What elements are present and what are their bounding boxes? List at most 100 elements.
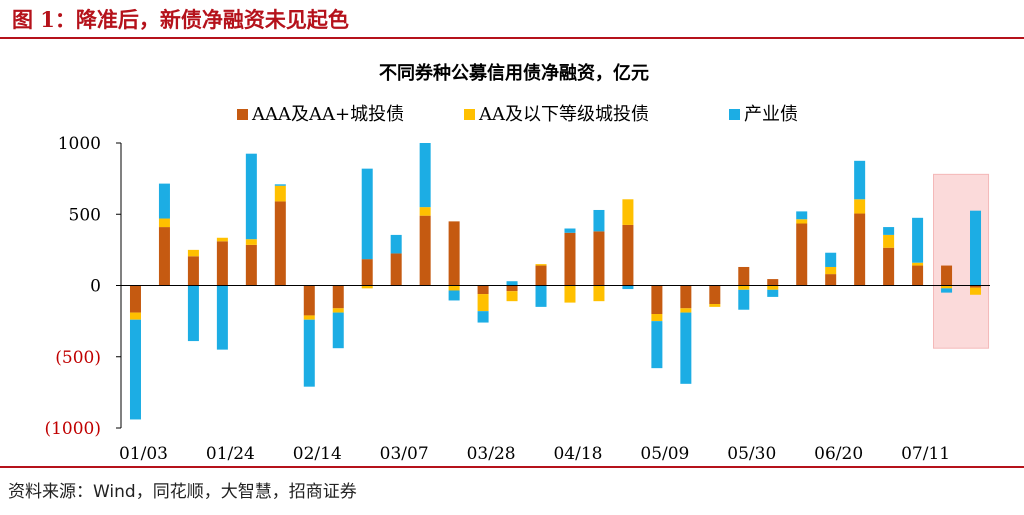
bar-segment (622, 285, 634, 290)
bar-segment (825, 252, 837, 267)
bar-segment (332, 308, 344, 313)
bar-segment (129, 312, 141, 320)
bar-segment (593, 209, 605, 232)
bar-segment (535, 285, 547, 307)
x-tick-label: 02/14 (293, 444, 342, 464)
bar-segment (651, 314, 663, 322)
bar-segment (158, 218, 170, 228)
bar-segment (564, 228, 576, 233)
bar-segment (622, 199, 634, 225)
bar-segment (274, 184, 286, 186)
bar-segment (216, 237, 228, 242)
bar-segment (361, 168, 373, 260)
x-tick-label: 03/28 (467, 444, 516, 464)
bar-segment (738, 266, 750, 286)
bar-segment (245, 244, 257, 286)
legend: AAA及AA+城投债 AA及以下等级城投债 产业债 (237, 104, 798, 125)
bar-segment (738, 289, 750, 310)
bar-segment (883, 227, 895, 235)
bars (129, 143, 982, 420)
legend-swatch (237, 109, 248, 120)
bar-segment (767, 285, 779, 290)
x-tick-label: 05/30 (727, 444, 776, 464)
bar-segment (477, 285, 489, 295)
bar-segment (796, 211, 808, 220)
bar-segment (941, 285, 953, 289)
bar-segment (912, 217, 924, 263)
bar-segment (332, 312, 344, 349)
bar-segment (390, 253, 402, 286)
bar-segment (506, 291, 518, 302)
chart: 不同券种公募信用债净融资，亿元 AAA及AA+城投债 AA及以下等级城投债 产业债 … (44, 62, 990, 464)
y-tick-label: 0 (90, 277, 101, 297)
bar-segment (564, 285, 576, 303)
bar-segment (796, 223, 808, 286)
bar-segment (448, 221, 460, 286)
bar-segment (419, 207, 431, 216)
bar-segment (912, 262, 924, 266)
axes: 1000 500 0 (500) (1000) 01/03 01/24 02/14 03/07 0… (44, 134, 990, 464)
bar-segment (477, 311, 489, 323)
bar-segment (854, 160, 866, 200)
bar-segment (448, 285, 460, 291)
bar-segment (767, 279, 779, 286)
bar-segment (390, 234, 402, 254)
bar-segment (883, 234, 895, 248)
bar-segment (796, 219, 808, 224)
title-divider (0, 37, 1024, 39)
bar-segment (709, 304, 721, 307)
bar-segment (825, 274, 837, 286)
bar-segment (680, 285, 692, 309)
bar-segment (854, 213, 866, 286)
bar-segment (767, 289, 779, 297)
chart-title: 不同券种公募信用债净融资，亿元 (379, 62, 649, 84)
bar-segment (303, 315, 315, 320)
x-tick-label: 05/09 (640, 444, 689, 464)
bar-segment (912, 265, 924, 286)
bar-segment (883, 247, 895, 286)
bar-segment (187, 256, 199, 286)
bar-segment (825, 266, 837, 275)
y-tick-label: (1000) (44, 419, 101, 439)
x-tick-label: 07/11 (901, 444, 950, 464)
bar-segment (651, 321, 663, 369)
bar-segment (419, 215, 431, 286)
bar-segment (738, 285, 750, 290)
bar-segment (187, 285, 199, 342)
bar-segment (564, 232, 576, 286)
bar-segment (854, 199, 866, 214)
bar-segment (535, 264, 547, 266)
bar-segment (303, 319, 315, 387)
bar-segment (941, 288, 953, 293)
bar-segment (129, 319, 141, 420)
legend-label: AAA及AA+城投债 (251, 104, 404, 125)
bar-segment (129, 285, 141, 313)
bar-segment (274, 201, 286, 286)
bar-segment (274, 185, 286, 202)
bar-segment (477, 294, 489, 312)
bar-segment (245, 153, 257, 240)
x-tick-label: 01/24 (206, 444, 255, 464)
bar-segment (361, 259, 373, 286)
bar-segment (158, 227, 170, 286)
bar-segment (216, 241, 228, 286)
bar-segment (593, 285, 605, 302)
bar-segment (680, 312, 692, 384)
bar-segment (970, 285, 982, 288)
legend-swatch (464, 109, 475, 120)
bar-segment (303, 285, 315, 316)
bar-segment (448, 290, 460, 301)
bar-segment (419, 143, 431, 208)
bar-segment (709, 285, 721, 305)
bar-segment (535, 265, 547, 286)
bar-segment (332, 285, 344, 309)
bar-segment (216, 285, 228, 350)
figure-title: 图 1：降准后，新债净融资未见起色 (12, 7, 349, 32)
bar-segment (970, 210, 982, 286)
x-tick-label: 04/18 (553, 444, 602, 464)
bar-segment (970, 287, 982, 295)
bar-segment (187, 249, 199, 257)
bar-segment (941, 265, 953, 286)
legend-label: 产业债 (744, 104, 798, 125)
bar-segment (622, 224, 634, 286)
